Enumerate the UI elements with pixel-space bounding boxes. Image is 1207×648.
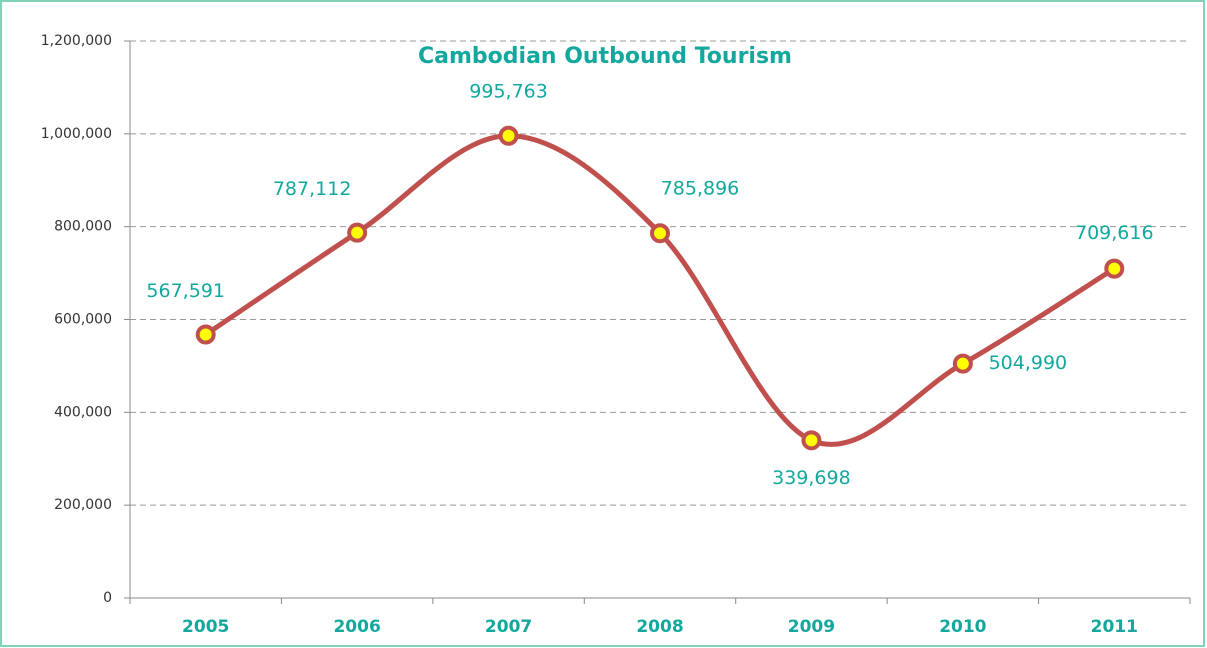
x-tick-label: 2005	[182, 617, 229, 637]
y-tick-label: 600,000	[54, 312, 112, 328]
data-label: 995,763	[469, 80, 548, 102]
marker	[347, 222, 368, 243]
y-tick-label: 0	[103, 590, 112, 606]
chart-title: Cambodian Outbound Tourism	[418, 44, 792, 69]
marker	[1104, 258, 1125, 279]
marker	[801, 430, 822, 451]
data-label: 504,990	[989, 352, 1068, 374]
x-tick-label: 2011	[1091, 617, 1138, 637]
x-tick-label: 2009	[788, 617, 835, 637]
y-tick-label: 400,000	[54, 404, 112, 420]
y-tick-label: 1,000,000	[41, 126, 112, 142]
y-tick-label: 1,200,000	[41, 33, 112, 49]
marker	[498, 125, 519, 146]
y-tick-label: 800,000	[54, 219, 112, 235]
x-tick-label: 2006	[333, 617, 380, 637]
data-label: 567,591	[146, 280, 225, 302]
marker	[195, 324, 216, 345]
data-label: 787,112	[273, 178, 352, 200]
marker	[952, 353, 973, 374]
marker	[650, 223, 670, 244]
x-tick-label: 2010	[939, 617, 986, 637]
data-label: 709,616	[1075, 222, 1154, 244]
data-label: 339,698	[772, 467, 851, 489]
data-label: 785,896	[661, 178, 740, 200]
x-tick-label: 2007	[485, 617, 532, 637]
x-tick-label: 2008	[636, 617, 683, 637]
y-tick-label: 200,000	[54, 497, 112, 513]
